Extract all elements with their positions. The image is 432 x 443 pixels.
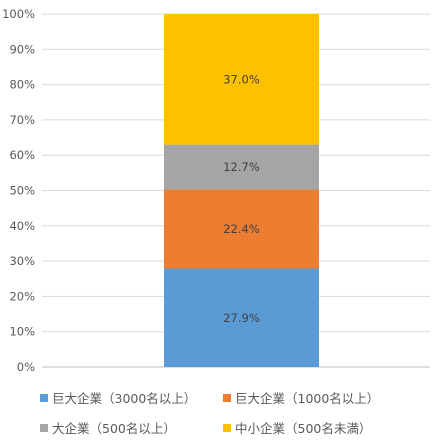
legend-item-0: 巨大企業（3000名以上） [40,388,196,407]
legend-swatch-2 [40,423,48,432]
legend-label-0: 巨大企業（3000名以上） [52,391,197,406]
legend-swatch-1 [223,393,231,402]
y-tick-label-8: 80% [9,78,35,92]
data-label-2: 12.7% [223,160,260,174]
legend-swatch-0 [40,393,48,402]
bar-segments [164,14,319,367]
bar-segment-2 [164,144,319,190]
legend-label-3: 中小企業（500名未満） [235,421,372,436]
data-label-3: 37.0% [223,72,260,86]
data-label-1: 22.4% [223,222,260,236]
y-tick-label-4: 40% [9,219,35,233]
legend-label-2: 大企業（500名以上） [52,421,176,436]
data-label-0: 27.9% [223,311,260,325]
legend-label-1: 巨大企業（1000名以上） [235,391,380,406]
y-tick-label-5: 50% [9,184,35,198]
y-tick-label-3: 30% [9,254,35,268]
bar-segment-0 [164,268,319,367]
y-tick-label-9: 90% [9,42,35,56]
bar-segment-1 [164,189,319,269]
y-tick-label-2: 20% [9,289,35,303]
y-tick-label-0: 0% [17,360,35,374]
legend-item-1: 巨大企業（1000名以上） [223,388,379,407]
bar-segment-3 [164,14,319,145]
y-axis-tick-labels: 0% 10% 20% 30% 40% 50% 60% 70% 80% 90% 100% [2,7,35,374]
y-tick-label-7: 70% [9,113,35,127]
legend-swatch-3 [223,423,231,432]
legend-item-3: 中小企業（500名未満） [223,418,371,437]
data-labels: 27.9% 22.4% 12.7% 37.0% [223,72,260,324]
legend-item-2: 大企業（500名以上） [40,418,176,437]
y-tick-label-1: 10% [9,325,35,339]
y-tick-label-10: 100% [2,7,35,21]
y-tick-label-6: 60% [9,148,35,162]
